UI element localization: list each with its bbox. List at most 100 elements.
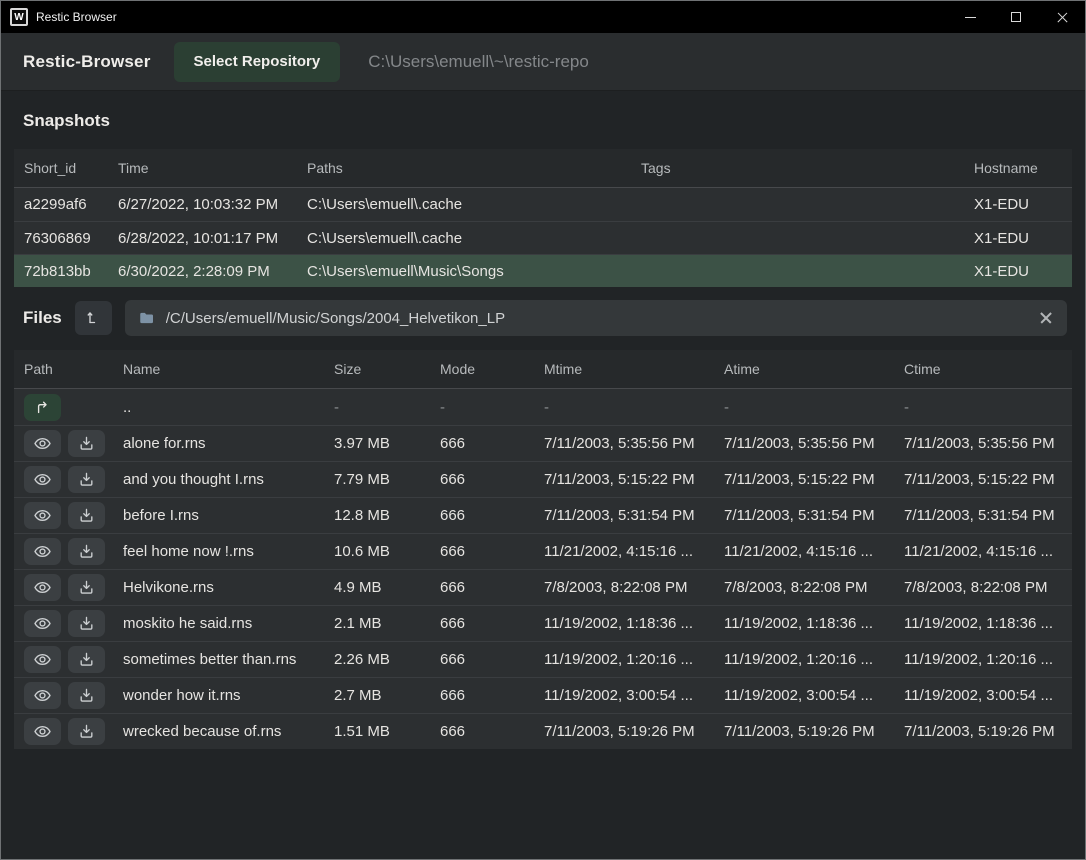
minimize-button[interactable] xyxy=(947,1,993,33)
download-button[interactable] xyxy=(68,466,105,493)
file-row[interactable]: before I.rns 12.8 MB 666 7/11/2003, 5:31… xyxy=(14,497,1072,533)
snapshot-row[interactable]: 72b813bb 6/30/2022, 2:28:09 PM C:\Users\… xyxy=(14,254,1072,287)
snapshot-row[interactable]: 76306869 6/28/2022, 10:01:17 PM C:\Users… xyxy=(14,221,1072,254)
maximize-button[interactable] xyxy=(993,1,1039,33)
maximize-icon xyxy=(1011,12,1021,22)
preview-button[interactable] xyxy=(24,646,61,673)
download-button[interactable] xyxy=(68,718,105,745)
eye-icon xyxy=(33,578,52,597)
eye-icon xyxy=(33,470,52,489)
download-icon xyxy=(78,543,95,560)
eye-icon xyxy=(33,650,52,669)
select-repository-button[interactable]: Select Repository xyxy=(174,42,341,82)
repository-path: C:\Users\emuell\~\restic-repo xyxy=(368,52,589,72)
up-level-button[interactable] xyxy=(75,301,112,335)
files-table-body: .. - - - - - alone for.rns 3.97 MB 666 7… xyxy=(14,389,1072,749)
file-atime: 7/11/2003, 5:15:22 PM xyxy=(724,471,904,488)
download-icon xyxy=(78,723,95,740)
file-name: Helvikone.rns xyxy=(123,579,334,596)
download-button[interactable] xyxy=(68,502,105,529)
col-mtime: Mtime xyxy=(544,361,724,377)
preview-button[interactable] xyxy=(24,718,61,745)
snapshot-short-id: 76306869 xyxy=(24,230,118,247)
snapshots-title: Snapshots xyxy=(23,108,1072,134)
download-button[interactable] xyxy=(68,430,105,457)
preview-button[interactable] xyxy=(24,610,61,637)
file-size: 2.26 MB xyxy=(334,651,440,668)
file-size: 10.6 MB xyxy=(334,543,440,560)
download-button[interactable] xyxy=(68,538,105,565)
col-paths: Paths xyxy=(307,160,641,176)
file-atime: 7/11/2003, 5:19:26 PM xyxy=(724,723,904,740)
current-path-bar[interactable]: /C/Users/emuell/Music/Songs/2004_Helveti… xyxy=(125,300,1067,336)
preview-button[interactable] xyxy=(24,502,61,529)
file-size: - xyxy=(334,399,440,416)
file-row[interactable]: wrecked because of.rns 1.51 MB 666 7/11/… xyxy=(14,713,1072,749)
file-row[interactable]: moskito he said.rns 2.1 MB 666 11/19/200… xyxy=(14,605,1072,641)
return-arrow-icon xyxy=(34,399,51,416)
download-button[interactable] xyxy=(68,610,105,637)
file-row[interactable]: alone for.rns 3.97 MB 666 7/11/2003, 5:3… xyxy=(14,425,1072,461)
download-button[interactable] xyxy=(68,646,105,673)
file-row[interactable]: Helvikone.rns 4.9 MB 666 7/8/2003, 8:22:… xyxy=(14,569,1072,605)
file-atime: 11/19/2002, 1:20:16 ... xyxy=(724,651,904,668)
current-path-text: /C/Users/emuell/Music/Songs/2004_Helveti… xyxy=(166,310,1028,327)
file-mode: 666 xyxy=(440,435,544,452)
file-row[interactable]: wonder how it.rns 2.7 MB 666 11/19/2002,… xyxy=(14,677,1072,713)
preview-button[interactable] xyxy=(24,682,61,709)
eye-icon xyxy=(33,542,52,561)
close-button[interactable] xyxy=(1039,1,1085,33)
file-size: 2.7 MB xyxy=(334,687,440,704)
download-button[interactable] xyxy=(68,574,105,601)
col-mode: Mode xyxy=(440,361,544,377)
download-button[interactable] xyxy=(68,682,105,709)
window-title: Restic Browser xyxy=(36,10,117,24)
folder-icon xyxy=(138,309,156,327)
download-icon xyxy=(78,687,95,704)
file-mtime: 7/11/2003, 5:31:54 PM xyxy=(544,507,724,524)
file-atime: 11/19/2002, 3:00:54 ... xyxy=(724,687,904,704)
snapshot-short-id: 72b813bb xyxy=(24,263,118,280)
download-icon xyxy=(78,579,95,596)
file-mode: 666 xyxy=(440,651,544,668)
toolbar: Restic-Browser Select Repository C:\User… xyxy=(1,33,1085,91)
preview-button[interactable] xyxy=(24,538,61,565)
close-icon xyxy=(1056,11,1069,24)
file-name: wrecked because of.rns xyxy=(123,723,334,740)
snapshot-short-id: a2299af6 xyxy=(24,196,118,213)
file-ctime: 7/11/2003, 5:15:22 PM xyxy=(904,471,1072,488)
file-atime: - xyxy=(724,399,904,416)
file-ctime: 7/11/2003, 5:19:26 PM xyxy=(904,723,1072,740)
app-title: Restic-Browser xyxy=(23,52,151,72)
snapshot-time: 6/30/2022, 2:28:09 PM xyxy=(118,263,307,280)
file-ctime: 11/19/2002, 3:00:54 ... xyxy=(904,687,1072,704)
minimize-icon xyxy=(965,17,976,18)
file-row[interactable]: feel home now !.rns 10.6 MB 666 11/21/20… xyxy=(14,533,1072,569)
file-ctime: 11/21/2002, 4:15:16 ... xyxy=(904,543,1072,560)
eye-icon xyxy=(33,614,52,633)
preview-button[interactable] xyxy=(24,430,61,457)
col-time: Time xyxy=(118,160,307,176)
file-name: moskito he said.rns xyxy=(123,615,334,632)
snapshot-row[interactable]: a2299af6 6/27/2022, 10:03:32 PM C:\Users… xyxy=(14,188,1072,221)
file-row[interactable]: and you thought I.rns 7.79 MB 666 7/11/2… xyxy=(14,461,1072,497)
file-size: 3.97 MB xyxy=(334,435,440,452)
clear-path-button[interactable] xyxy=(1038,310,1054,326)
file-mtime: 7/11/2003, 5:19:26 PM xyxy=(544,723,724,740)
file-mode: 666 xyxy=(440,687,544,704)
parent-dir-row[interactable]: .. - - - - - xyxy=(14,389,1072,425)
preview-button[interactable] xyxy=(24,466,61,493)
file-size: 2.1 MB xyxy=(334,615,440,632)
file-ctime: 7/11/2003, 5:31:54 PM xyxy=(904,507,1072,524)
preview-button[interactable] xyxy=(24,574,61,601)
file-mtime: 7/11/2003, 5:15:22 PM xyxy=(544,471,724,488)
download-icon xyxy=(78,435,95,452)
file-mode: 666 xyxy=(440,579,544,596)
file-mode: 666 xyxy=(440,615,544,632)
main-content: Snapshots Short_id Time Paths Tags Hostn… xyxy=(1,91,1085,859)
col-hostname: Hostname xyxy=(974,160,1072,176)
eye-icon xyxy=(33,434,52,453)
col-size: Size xyxy=(334,361,440,377)
file-row[interactable]: sometimes better than.rns 2.26 MB 666 11… xyxy=(14,641,1072,677)
go-parent-button[interactable] xyxy=(24,394,61,421)
